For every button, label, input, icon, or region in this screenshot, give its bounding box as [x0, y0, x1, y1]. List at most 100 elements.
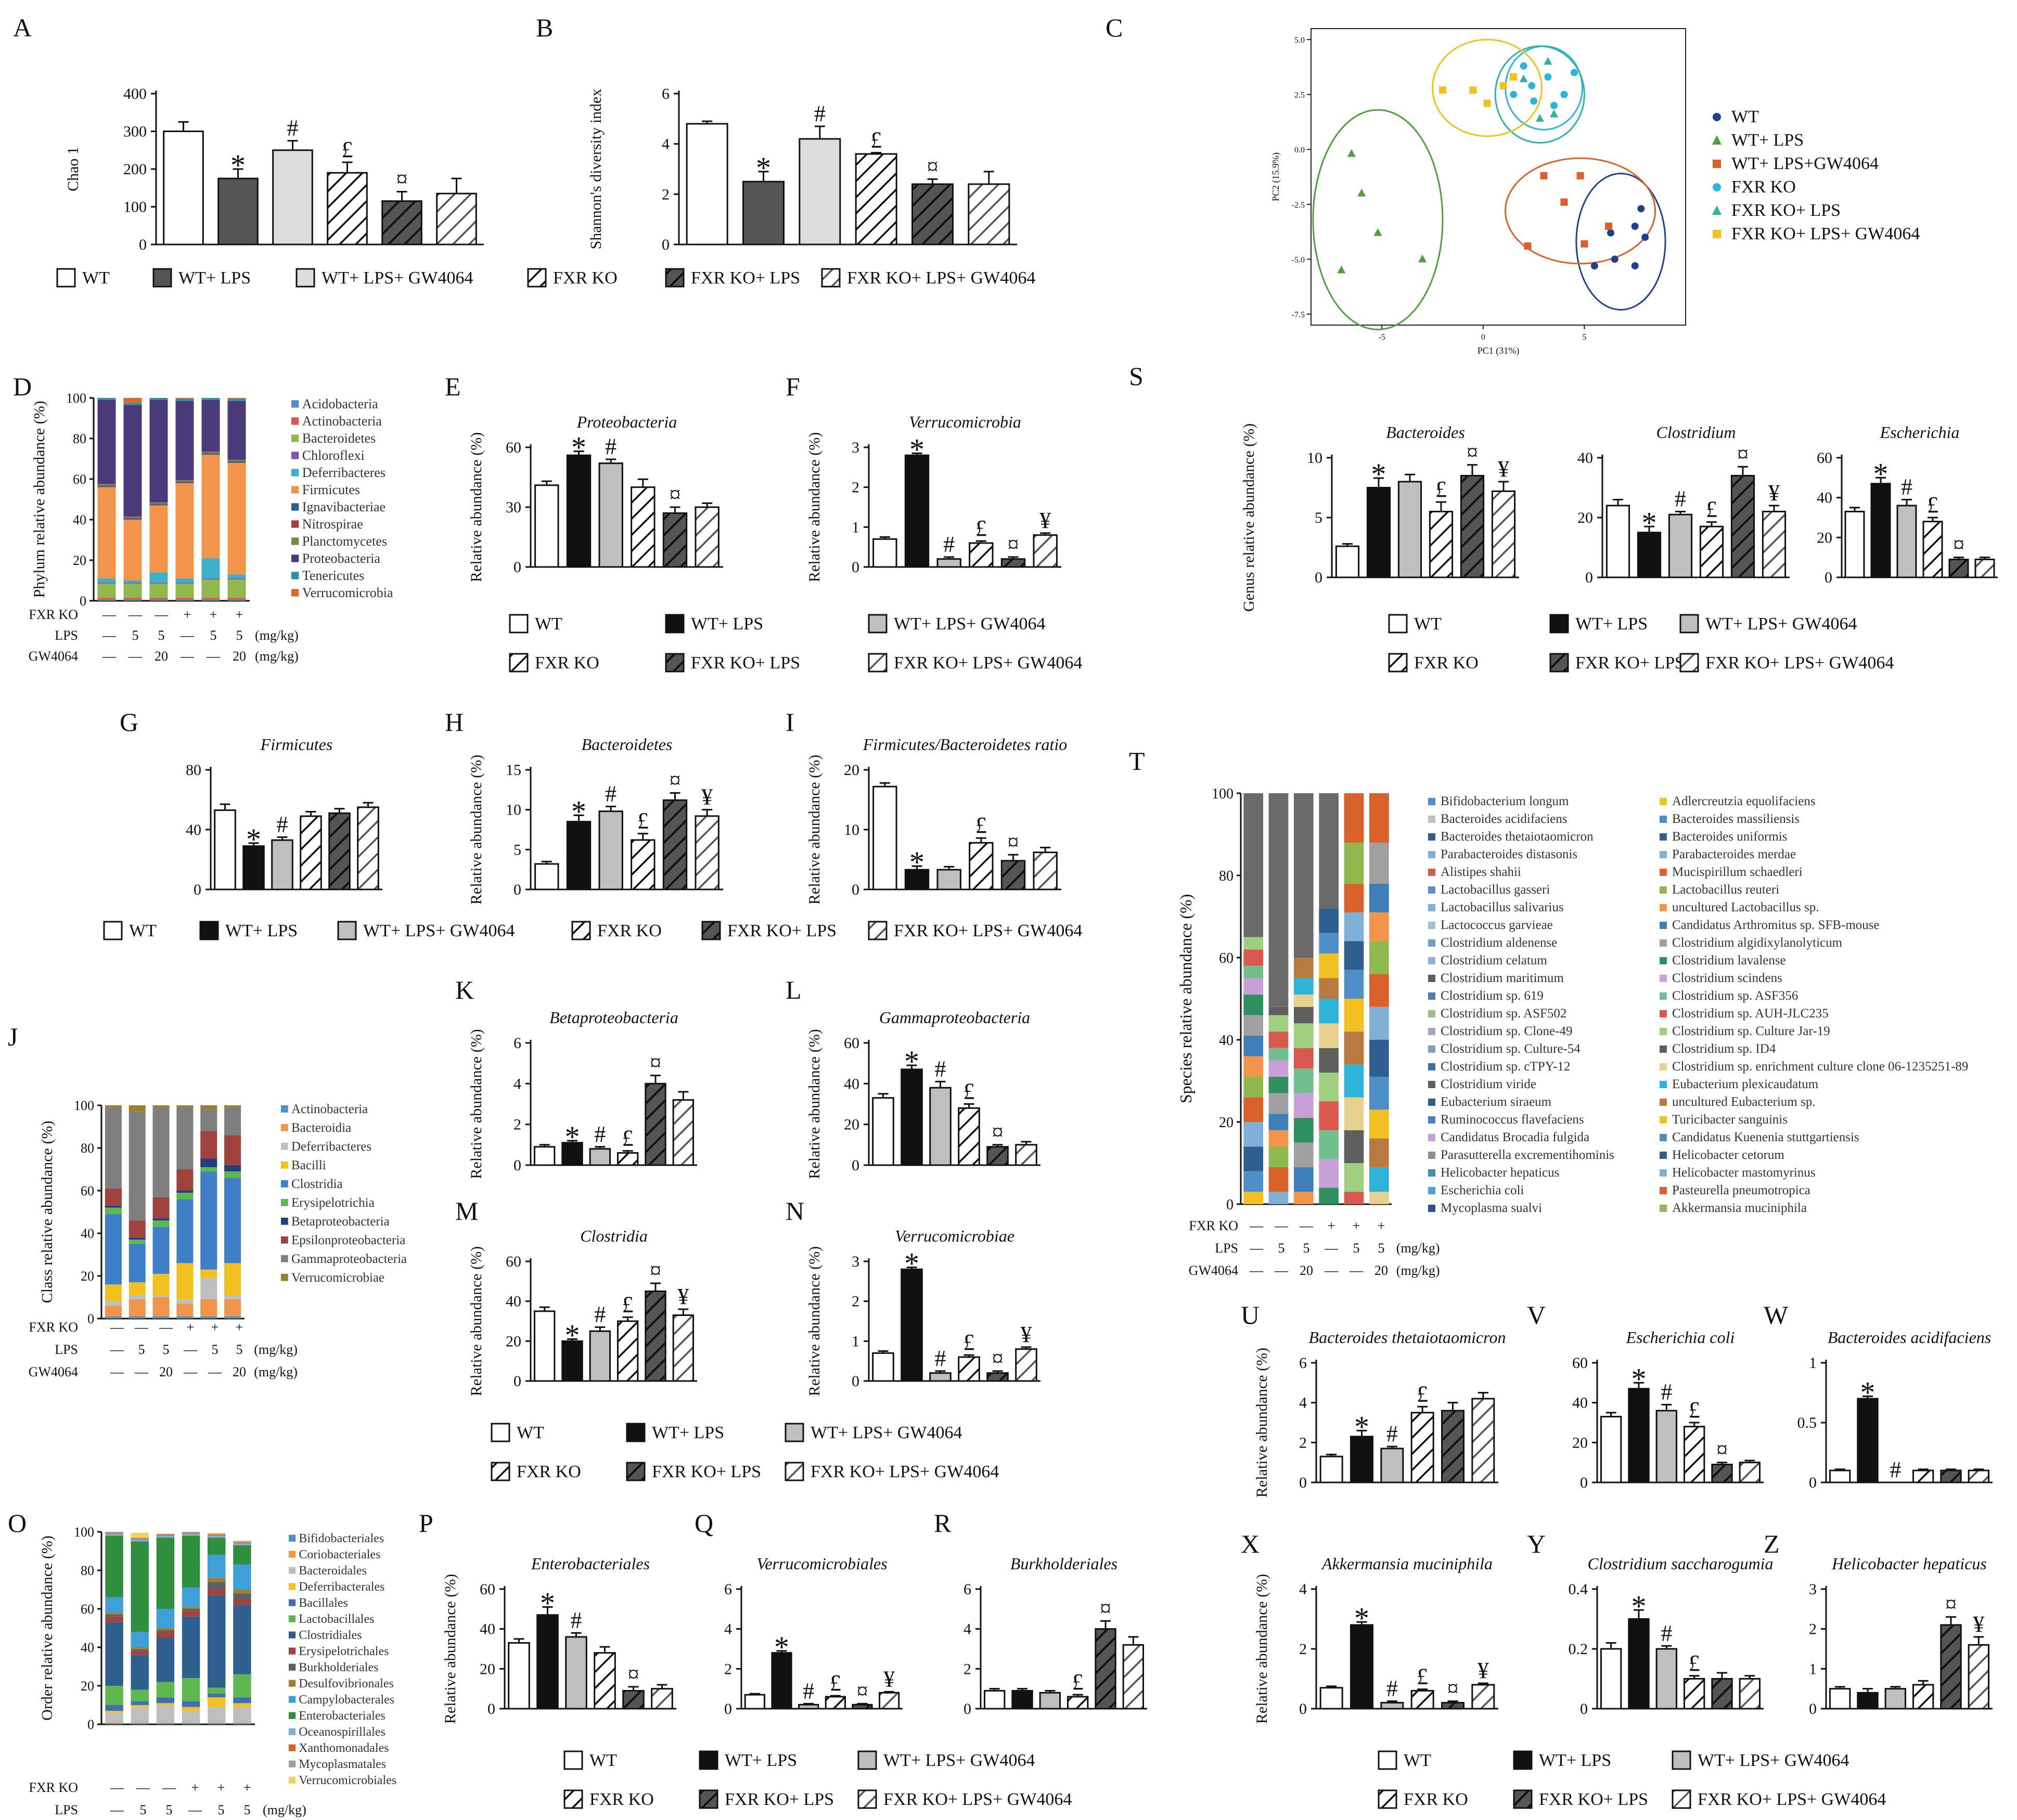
point-FXR KO+ LPS+ GW4064 [1438, 86, 1446, 94]
stack-segment [149, 503, 168, 505]
legend-label: Parabacteroides distasonis [1441, 847, 1577, 861]
stack-segment [105, 1712, 123, 1723]
y-tick-label: 60 [1572, 1354, 1588, 1372]
stack-segment [1293, 1023, 1314, 1048]
legend-swatch [103, 921, 123, 940]
design-cell: 5 [132, 628, 139, 643]
y-tick-label: 80 [1219, 868, 1234, 884]
bar-H-4 [662, 799, 688, 890]
bar-U-5 [1471, 1398, 1495, 1483]
bar-W-1 [1857, 1398, 1879, 1483]
stack-segment [105, 1188, 122, 1206]
y-axis-label: Relative abundance (%) [806, 1246, 823, 1396]
legend-label: Akkermansia muciniphila [1672, 1201, 1807, 1215]
legend-swatch [1428, 851, 1435, 858]
significance-mark: # [1661, 1620, 1672, 1646]
stack-segment [208, 1590, 226, 1596]
stack-segment [129, 1220, 146, 1238]
legend-label: WT+ LPS [652, 1423, 724, 1442]
stack-segment [1243, 995, 1264, 1015]
stack-segment [224, 1165, 241, 1172]
bar-E-4 [662, 512, 688, 568]
legend-label: Candidatus Brocadia fulgida [1441, 1130, 1589, 1144]
legend-swatch [289, 1551, 296, 1558]
significance-mark: ¤ [857, 1678, 868, 1703]
y-tick-label: 40 [73, 512, 86, 527]
bar-Z-0 [1829, 1688, 1851, 1710]
design-cell: — [1249, 1241, 1264, 1256]
y-tick-label: 0 [1580, 1700, 1588, 1718]
stack-segment [176, 1299, 194, 1304]
significance-mark: ¤ [992, 1119, 1004, 1145]
chart-title: Betaproteobacteria [549, 1008, 678, 1027]
point-WT [1637, 205, 1645, 213]
x-tick-label: 5 [1582, 333, 1586, 342]
y-tick-label: 100 [123, 199, 147, 216]
y-tick-label: 60 [1219, 950, 1234, 966]
design-cell: 5 [166, 1802, 173, 1817]
bar-E-2 [598, 462, 623, 568]
stack-segment [156, 1637, 175, 1682]
stack-segment [1319, 953, 1339, 978]
y-tick-label: 100 [1212, 786, 1234, 802]
legend-swatch [1660, 1116, 1667, 1124]
bar-E-3 [631, 486, 656, 568]
stack-segment [224, 1299, 241, 1316]
legend-label: Mycoplasmatales [299, 1758, 386, 1771]
stack-segment [105, 1532, 123, 1533]
chart-S1: 0 5 10 * £ ¤ ¥ Bacteroides Genus relative abunda… [1240, 423, 1519, 612]
stack-segment [201, 578, 220, 580]
legend-label: Eubacterium plexicaudatum [1672, 1077, 1819, 1091]
legend-swatch [289, 1712, 296, 1719]
y-axis-label: Relative abundance (%) [468, 432, 485, 582]
stack-segment [1344, 1192, 1364, 1204]
legend: WT WT+ LPS WT+ LPS+ GW4064 FXR KO FXR KO+ LP… [1388, 614, 1894, 673]
bar-W-5 [1968, 1469, 1990, 1483]
legend-swatch [281, 1274, 288, 1281]
legend-swatch [1513, 1789, 1533, 1809]
legend-label: Mucispirillum schaedleri [1672, 865, 1803, 879]
legend-swatch [291, 469, 299, 476]
bar-V-5 [1739, 1462, 1761, 1483]
design-row-label: LPS [55, 1342, 78, 1357]
legend-label: WT [1414, 614, 1442, 634]
stack-segment [105, 1301, 122, 1306]
stack-segment-top2 [1369, 793, 1389, 843]
legend-label: Lactobacillales [299, 1612, 374, 1626]
y-tick-label: 40 [1572, 1395, 1588, 1412]
design-cell: — [154, 607, 169, 622]
design-cell: + [211, 1320, 219, 1335]
bar-R-2 [1039, 1692, 1061, 1710]
legend-label: WT+ LPS+ GW4064 [1698, 1751, 1849, 1770]
significance-mark: ¤ [1008, 532, 1019, 557]
y-tick-label: 100 [66, 391, 86, 406]
legend-label: FXR KO+ LPS+ GW4064 [1731, 224, 1920, 243]
legend-label: Clostridium celatum [1441, 953, 1547, 967]
stack-segment [227, 574, 246, 579]
y-tick-label: 0 [87, 1717, 94, 1732]
stack-segment [227, 401, 246, 460]
chart-title: Bacteroides acidifaciens [1828, 1328, 1991, 1347]
design-cell: — [1349, 1263, 1364, 1278]
bar-G-0 [214, 809, 236, 890]
legend-label: WT+ LPS+GW4064 [1731, 154, 1879, 173]
stack-segment [1319, 1048, 1339, 1073]
y-tick-label: 20 [81, 1679, 94, 1694]
design-cell: — [162, 1780, 176, 1795]
stack-segment [1369, 1192, 1389, 1204]
y-tick-label: 0 [1585, 569, 1593, 586]
y-tick-label: 1 [852, 519, 859, 536]
bar-G-2 [271, 839, 293, 890]
design-row-label: LPS [55, 1802, 78, 1817]
stack-segment [208, 1707, 226, 1723]
stack-segment [182, 1711, 200, 1723]
significance-mark: # [1675, 486, 1686, 512]
legend-label: Ruminococcus flavefaciens [1441, 1113, 1584, 1127]
design-cell: + [236, 607, 243, 622]
stack-segment [200, 1131, 217, 1159]
bar-I-3 [969, 842, 994, 890]
y-axis-label: PC2 (15.9%) [1270, 152, 1281, 201]
y-tick-label: 1 [852, 1333, 859, 1350]
y-axis-label: Relative abundance (%) [806, 1029, 823, 1179]
chart-title: Firmicutes/Bacteroidetes ratio [863, 735, 1068, 754]
